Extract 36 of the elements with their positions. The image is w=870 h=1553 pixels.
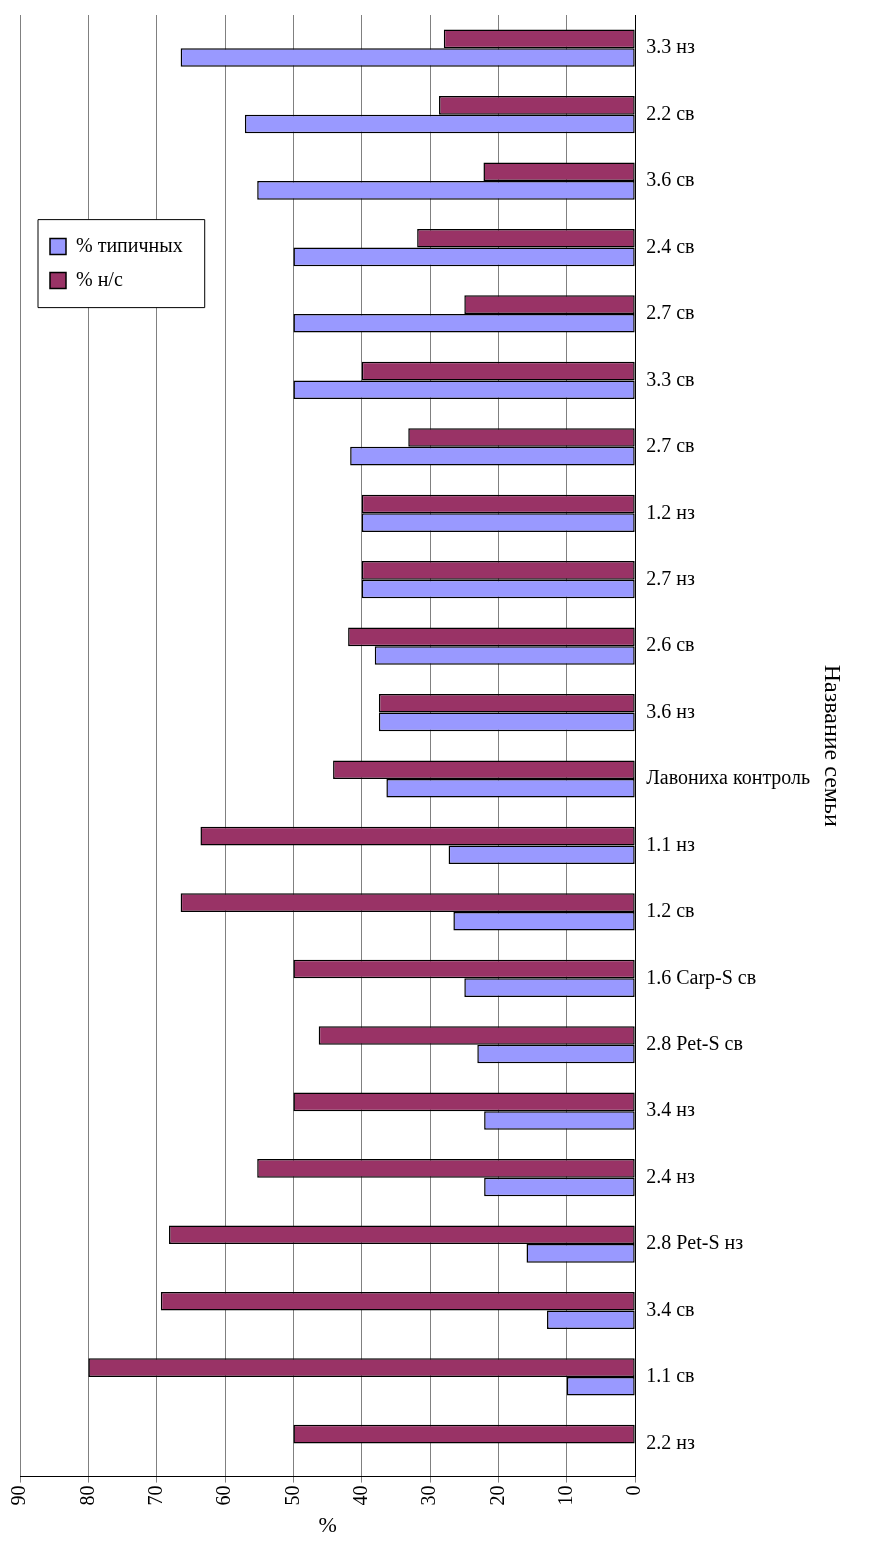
y-tick-label: 1.2 нз — [646, 500, 695, 523]
y-tick-label: 1.2 св — [646, 899, 695, 922]
y-tick-label: 3.3 нз — [646, 35, 695, 58]
x-tick-label: 10 — [554, 1485, 577, 1506]
y-tick-label: 2.8 Pet-S св — [646, 1032, 743, 1055]
x-tick-label: 30 — [417, 1485, 440, 1506]
x-axis-title: % — [318, 1511, 337, 1537]
y-tick-label: 2.7 нз — [646, 566, 695, 589]
y-tick-label: 2.6 св — [646, 633, 695, 656]
y-tick-label: 3.4 нз — [646, 1098, 695, 1121]
y-tick-label: 2.2 св — [646, 101, 695, 124]
y-tick-label: 3.6 св — [646, 168, 695, 191]
legend-label: % типичных — [76, 233, 183, 256]
x-tick-label: 70 — [143, 1485, 166, 1506]
y-tick-label: 2.4 нз — [646, 1164, 695, 1187]
y-tick-label: 3.6 нз — [646, 699, 695, 722]
y-tick-label: Лавониха контроль — [646, 766, 811, 790]
legend-label: % н/с — [76, 267, 123, 290]
y-tick-label: 1.6 Carp-S св — [646, 965, 757, 989]
x-tick-label: 60 — [212, 1485, 235, 1506]
y-tick-label: 2.8 Pet-S нз — [646, 1231, 744, 1254]
y-tick-label: 1.1 св — [646, 1364, 695, 1387]
x-tick-label: 40 — [349, 1485, 372, 1506]
y-tick-label: 3.3 св — [646, 367, 695, 390]
y-tick-label: 1.1 нз — [646, 832, 695, 855]
x-tick-label: 50 — [280, 1485, 303, 1506]
x-tick-label: 80 — [75, 1485, 98, 1506]
y-tick-label: 2.2 нз — [646, 1430, 695, 1453]
x-tick-label: 0 — [622, 1485, 645, 1496]
y-tick-label: 2.7 св — [646, 301, 695, 324]
x-tick-label: 90 — [7, 1485, 30, 1506]
y-axis-title: Название семьи — [820, 664, 847, 827]
y-tick-label: 3.4 св — [646, 1297, 695, 1320]
y-tick-label: 2.4 св — [646, 234, 695, 257]
y-tick-label: 2.7 св — [646, 434, 695, 457]
x-tick-label: 20 — [485, 1485, 508, 1506]
